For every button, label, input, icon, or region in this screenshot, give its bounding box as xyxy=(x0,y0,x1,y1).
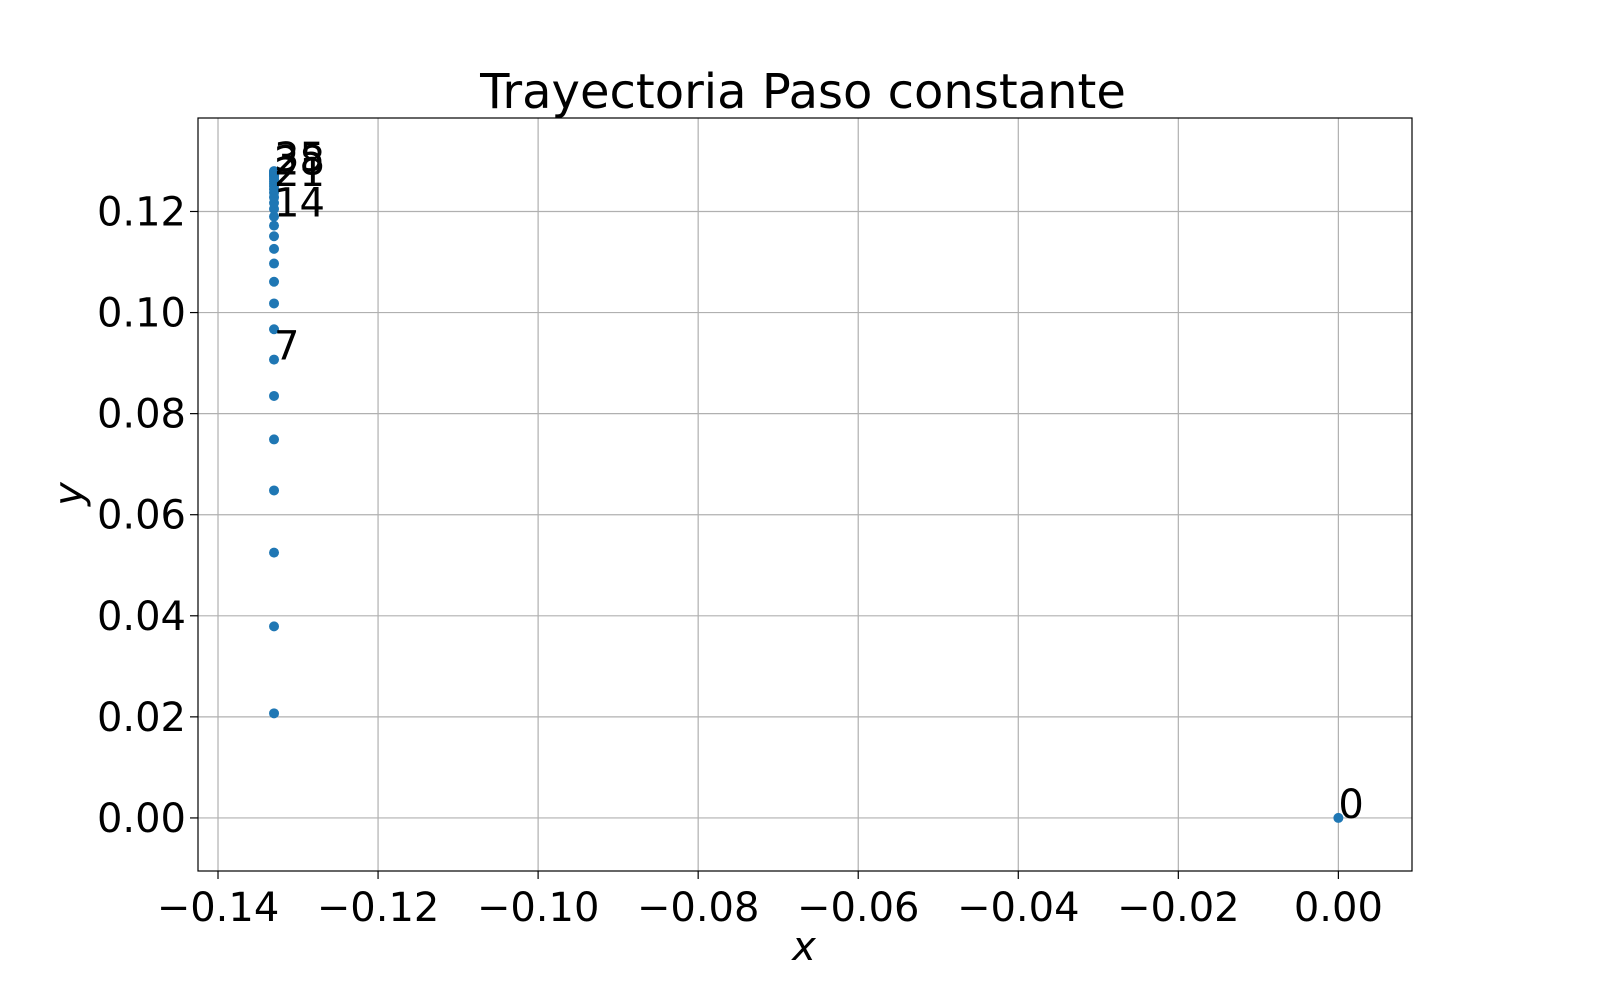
x-tick-label: −0.14 xyxy=(157,885,280,931)
data-point xyxy=(269,211,280,222)
y-axis-label: y xyxy=(46,481,92,507)
data-point xyxy=(269,220,280,231)
data-point xyxy=(269,258,280,269)
y-tick-label: 0.06 xyxy=(97,493,186,539)
x-tick-label: −0.08 xyxy=(637,885,760,931)
data-point xyxy=(269,354,280,365)
data-point xyxy=(269,166,280,177)
y-tick-label: 0.04 xyxy=(97,594,186,640)
data-points xyxy=(269,166,1344,823)
x-tick-label: −0.02 xyxy=(1117,885,1240,931)
point-annotation: 35 xyxy=(274,135,325,181)
data-point xyxy=(269,276,280,287)
y-tick-label: 0.08 xyxy=(97,392,186,438)
y-tick-label: 0.00 xyxy=(97,796,186,842)
x-tick-label: −0.12 xyxy=(317,885,440,931)
y-tick-label: 0.02 xyxy=(97,695,186,741)
point-annotation: 14 xyxy=(274,181,325,227)
data-point xyxy=(269,243,280,254)
grid xyxy=(198,118,1412,871)
y-tick-label: 0.10 xyxy=(97,291,186,337)
data-point xyxy=(269,547,280,558)
point-annotation: 7 xyxy=(274,324,299,370)
point-annotation: 21 xyxy=(274,150,325,196)
x-tick-label: −0.10 xyxy=(477,885,600,931)
y-tick-label: 0.12 xyxy=(97,189,186,235)
data-point xyxy=(269,324,280,335)
data-point xyxy=(269,298,280,309)
x-tick-label: 0.00 xyxy=(1294,885,1383,931)
x-tick-label: −0.06 xyxy=(797,885,920,931)
data-point xyxy=(269,390,280,401)
chart-title: Trayectoria Paso constante xyxy=(479,64,1126,120)
point-annotation: 0 xyxy=(1338,782,1363,828)
data-point xyxy=(269,485,280,496)
data-point xyxy=(1333,812,1344,823)
data-point xyxy=(269,434,280,445)
x-tick-label: −0.04 xyxy=(957,885,1080,931)
point-annotation: 28 xyxy=(274,139,325,185)
plot-frame xyxy=(197,117,1413,872)
x-axis-label: x xyxy=(790,924,816,970)
data-point xyxy=(269,621,280,632)
data-point xyxy=(269,231,280,242)
data-point xyxy=(269,708,280,719)
axis-ticks: −0.14 −0.12 −0.10 −0.08 −0.06 −0.04 −0.02 0.00 0… xyxy=(97,189,1383,931)
